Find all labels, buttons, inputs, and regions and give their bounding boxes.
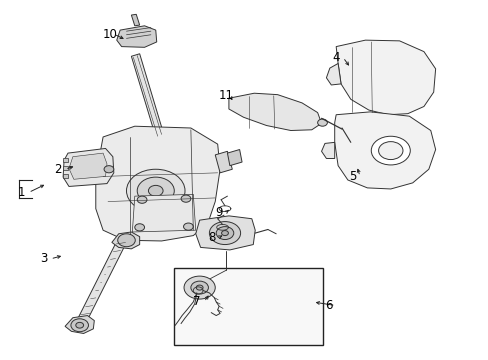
Polygon shape — [227, 149, 242, 166]
Circle shape — [183, 276, 215, 299]
Polygon shape — [63, 174, 68, 178]
Circle shape — [76, 322, 83, 328]
Polygon shape — [326, 63, 340, 85]
Text: 7: 7 — [193, 296, 201, 309]
Polygon shape — [131, 54, 163, 137]
Circle shape — [378, 141, 402, 159]
Text: 3: 3 — [40, 252, 47, 265]
Text: 10: 10 — [103, 28, 118, 41]
Polygon shape — [65, 316, 94, 333]
Polygon shape — [112, 232, 140, 249]
Text: 5: 5 — [348, 170, 356, 183]
Circle shape — [135, 224, 144, 231]
Text: 9: 9 — [215, 206, 223, 219]
Circle shape — [126, 169, 184, 212]
Circle shape — [137, 196, 147, 203]
Polygon shape — [96, 126, 220, 241]
Polygon shape — [63, 166, 68, 170]
Text: 11: 11 — [219, 89, 234, 102]
Circle shape — [196, 285, 203, 290]
Polygon shape — [156, 135, 183, 172]
Polygon shape — [335, 40, 435, 115]
Polygon shape — [63, 158, 68, 162]
Circle shape — [71, 319, 88, 332]
Polygon shape — [63, 148, 114, 186]
Circle shape — [209, 222, 240, 244]
Circle shape — [181, 195, 190, 202]
Polygon shape — [321, 142, 334, 158]
Bar — [173, 268, 322, 345]
Polygon shape — [76, 235, 130, 321]
Polygon shape — [132, 194, 195, 232]
Text: 6: 6 — [325, 299, 332, 312]
Text: 4: 4 — [331, 51, 339, 64]
Circle shape — [216, 226, 233, 239]
Circle shape — [190, 281, 208, 294]
Text: 2: 2 — [54, 163, 61, 176]
Polygon shape — [117, 26, 157, 47]
Polygon shape — [334, 112, 435, 189]
Text: 8: 8 — [207, 231, 215, 244]
Circle shape — [183, 223, 193, 230]
Circle shape — [137, 177, 174, 204]
Polygon shape — [131, 14, 140, 26]
Circle shape — [118, 234, 135, 247]
Polygon shape — [69, 153, 107, 179]
Circle shape — [104, 166, 114, 173]
Text: 1: 1 — [18, 186, 25, 199]
Polygon shape — [228, 93, 321, 131]
Polygon shape — [195, 216, 255, 250]
Circle shape — [148, 185, 163, 196]
Circle shape — [370, 136, 409, 165]
Circle shape — [317, 119, 327, 126]
Circle shape — [221, 230, 228, 235]
Polygon shape — [215, 151, 232, 173]
